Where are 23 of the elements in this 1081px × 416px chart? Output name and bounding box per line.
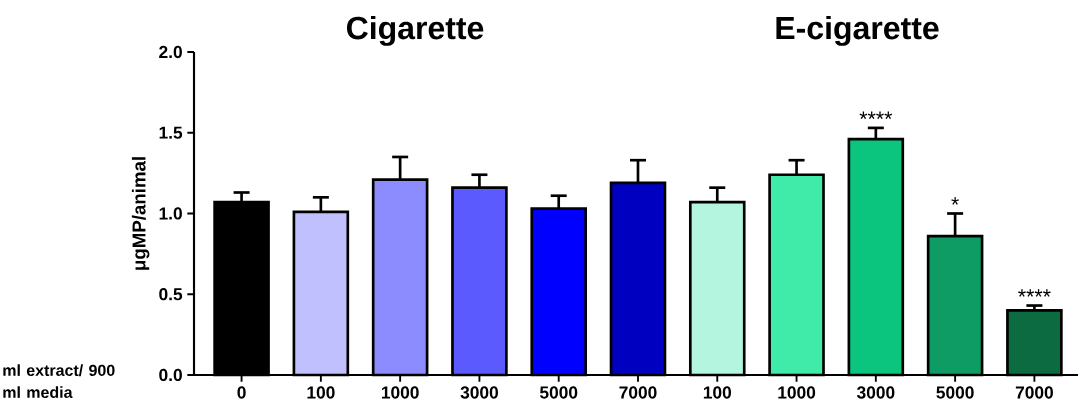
y-tick-label: 0.0 [159, 368, 182, 382]
text: E-cigarette [776, 15, 939, 46]
y-axis-title: μgMP/animal [131, 157, 150, 270]
x-tick-label: 1000 [381, 386, 419, 399]
x-tick-label: 3000 [856, 386, 895, 399]
x-tick-label: 3000 [460, 386, 498, 399]
x-tick-label: 0 [237, 386, 246, 399]
x-axis-title: ml extract/ 900 ml media [3, 364, 115, 398]
y-tick-label: 1.5 [159, 126, 183, 139]
x-tick-label: 100 [703, 386, 732, 399]
x-tick-label: 1000 [778, 386, 816, 399]
x-tick-label: 7000 [619, 386, 657, 399]
y-tick-label: 2.0 [159, 45, 182, 59]
data-label: * [951, 197, 959, 205]
x-tick-label: 5000 [936, 386, 974, 399]
text: Cigarette [346, 15, 484, 46]
y-tick-label: 0.5 [159, 288, 183, 301]
x-tick-label: 5000 [539, 386, 578, 399]
data-label: **** [859, 111, 893, 120]
x-tick-label: 7000 [1015, 386, 1053, 399]
y-tick-label: 1.0 [159, 207, 182, 220]
data-label: **** [1018, 289, 1051, 297]
x-tick-label: 100 [307, 386, 335, 399]
